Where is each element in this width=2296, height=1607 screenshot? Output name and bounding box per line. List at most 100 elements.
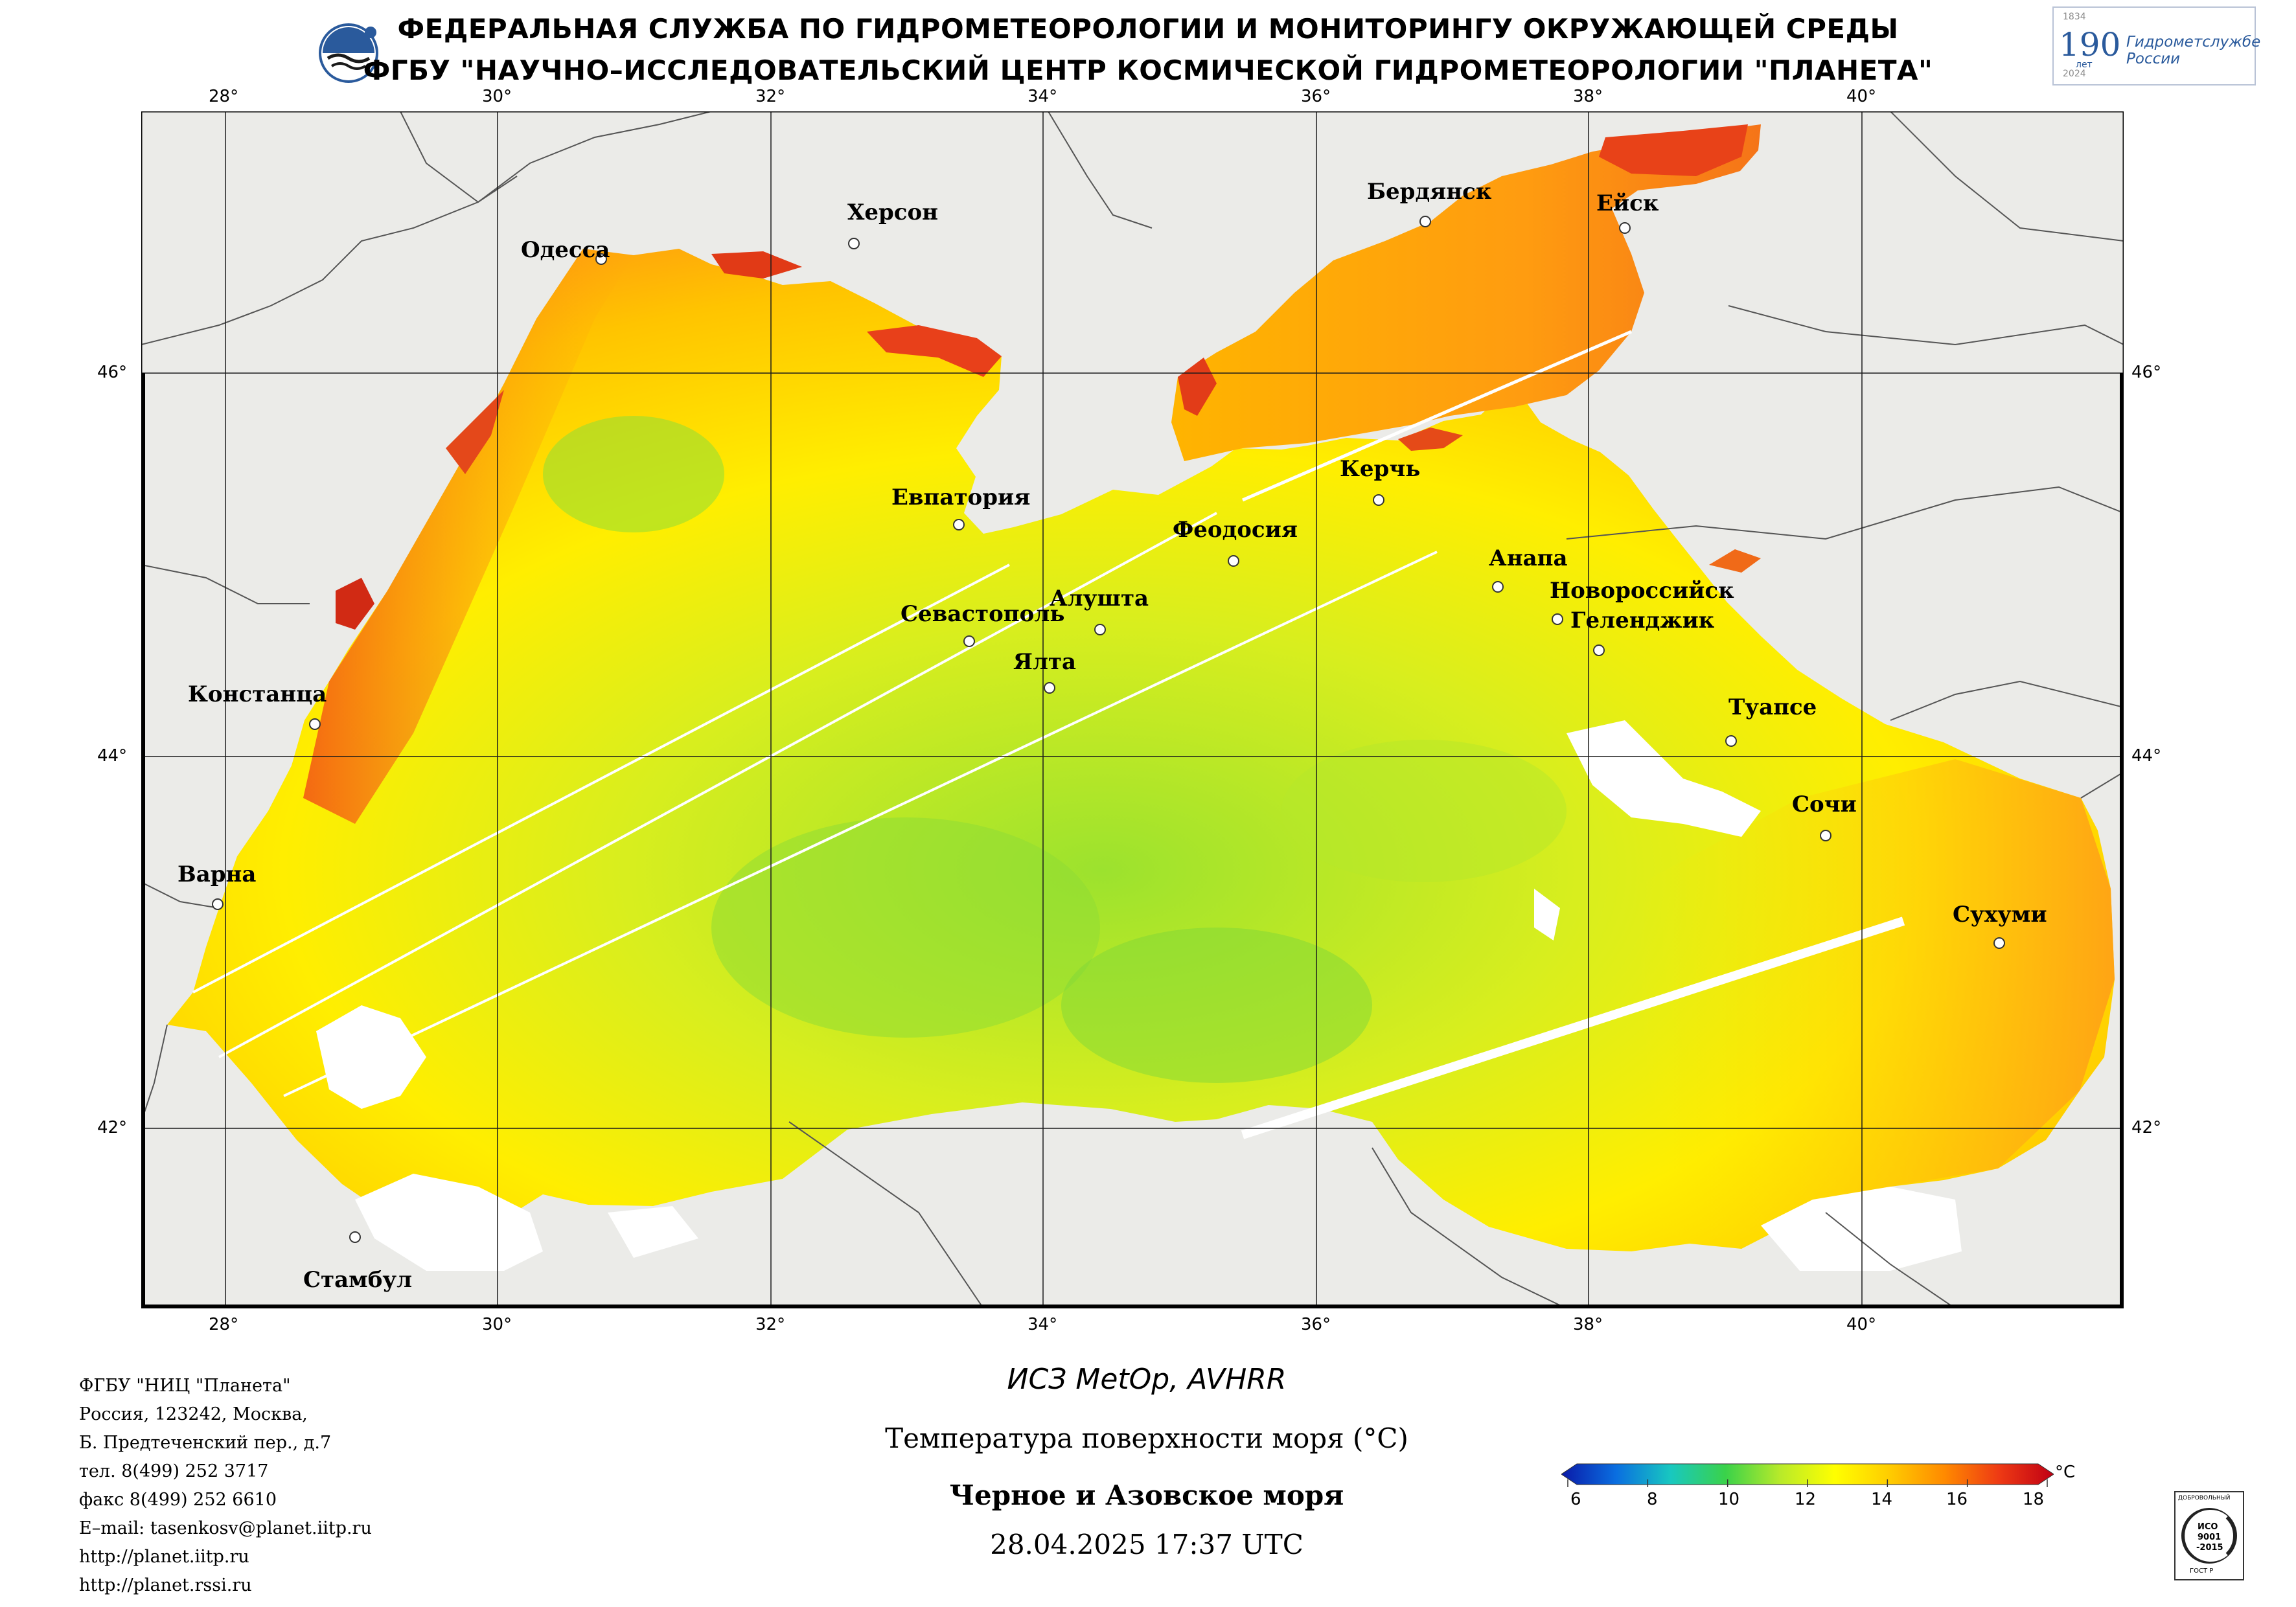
crimea-cool-patch — [543, 416, 724, 532]
graticule — [141, 111, 2124, 1308]
lon-label-top-32: 32° — [755, 87, 786, 106]
lon-label-bottom-32: 32° — [755, 1315, 786, 1334]
eastern-warm-basin — [1631, 759, 2115, 1244]
lon-label-bottom-30: 30° — [482, 1315, 512, 1334]
anniversary-unit: лет — [2076, 60, 2093, 70]
contact-phone: тел. 8(499) 252 3717 — [79, 1461, 269, 1481]
swath-gap-2 — [218, 512, 1217, 1058]
planeta-logo — [315, 19, 382, 87]
city-label-berdyansk: Бердянск — [1367, 179, 1492, 205]
lon-label-top-34: 34° — [1027, 87, 1058, 106]
city-label-yevpatoria: Евпатория — [891, 484, 1031, 510]
city-label-gelendzhik: Геленджик — [1570, 608, 1715, 633]
cloud-mask-east — [1567, 720, 1761, 837]
taganrog-bay-hot — [1599, 124, 1748, 176]
colorbar-tick-6: 6 — [1570, 1490, 1581, 1509]
lon-label-top-36: 36° — [1301, 87, 1331, 106]
south-cool-patch — [1061, 928, 1372, 1083]
iso-badge-label: ИСО — [2198, 1522, 2218, 1532]
header-line-1: ФЕДЕРАЛЬНАЯ СЛУЖБА ПО ГИДРОМЕТЕОРОЛОГИИ … — [397, 13, 1899, 45]
central-cool-patch — [711, 817, 1100, 1038]
lat-label-right-44: 44° — [2131, 746, 2162, 766]
city-label-anapa: Анапа — [1489, 545, 1568, 571]
cloud-mask-southeast — [1761, 1187, 1962, 1271]
city-label-novorossiysk: Новороссийск — [1550, 578, 1734, 604]
city-label-sevastopol: Севастополь — [901, 601, 1065, 627]
swath-gap-5 — [1241, 917, 1905, 1139]
contact-fax: факс 8(499) 252 6610 — [79, 1490, 277, 1510]
lon-label-bottom-40: 40° — [1846, 1315, 1877, 1334]
caption-satellite: ИСЗ MetOp, AVHRR — [1007, 1363, 1287, 1396]
contact-url-2[interactable]: http://planet.rssi.ru — [79, 1575, 252, 1595]
swath-gap-4 — [1242, 330, 1632, 502]
city-label-sochi: Сочи — [1792, 792, 1857, 817]
colorbar-unit: °C — [2055, 1463, 2076, 1482]
city-label-varna: Варна — [178, 861, 257, 887]
city-label-sukhumi: Сухуми — [1953, 902, 2047, 928]
iso-badge-year: -2015 — [2196, 1543, 2223, 1553]
cloud-mask-istanbul — [355, 1174, 543, 1271]
cloud-mask-east-2 — [1534, 889, 1560, 940]
lon-label-bottom-36: 36° — [1301, 1315, 1331, 1334]
swath-gap-1 — [192, 564, 1010, 994]
colorbar-tick-18: 18 — [2023, 1490, 2045, 1509]
contact-org: ФГБУ "НИЦ "Планета" — [79, 1376, 291, 1396]
colorbar-tick-16: 16 — [1946, 1490, 1968, 1509]
city-label-yalta: Ялта — [1013, 649, 1077, 675]
caption-datetime: 28.04.2025 17:37 UTC — [990, 1529, 1303, 1560]
lon-label-bottom-28: 28° — [209, 1315, 239, 1334]
contact-address-1: Россия, 123242, Москва, — [79, 1404, 308, 1424]
sst-map — [140, 110, 2125, 1310]
lon-label-top-28: 28° — [209, 87, 239, 106]
lat-label-right-46: 46° — [2131, 363, 2162, 382]
city-label-yeysk: Ейск — [1596, 190, 1659, 216]
mid-cool-patch — [1281, 740, 1567, 882]
anniversary-year-start: 1834 — [2063, 12, 2086, 22]
lat-label-left-46: 46° — [97, 363, 128, 382]
iso-certification-badge: ДОБРОВОЛЬНЫЙ ИСО 9001 -2015 ГОСТ Р — [2174, 1491, 2244, 1580]
lon-label-bottom-38: 38° — [1573, 1315, 1603, 1334]
city-label-tuapse: Туапсе — [1728, 694, 1817, 720]
map-frame-thick-left — [141, 373, 145, 1308]
city-label-alushta: Алушта — [1050, 586, 1149, 611]
city-label-istanbul: Стамбул — [303, 1267, 413, 1293]
kuban-lagoon-hot — [1709, 549, 1761, 573]
contact-url-1[interactable]: http://planet.iitp.ru — [79, 1547, 249, 1567]
lat-label-left-42: 42° — [97, 1118, 128, 1137]
swath-gap-3 — [283, 551, 1438, 1097]
city-label-kherson: Херсон — [847, 199, 939, 225]
caption-region: Черное и Азовское моря — [949, 1479, 1344, 1511]
dnieper-bug-liman-hot — [711, 251, 802, 279]
contact-address-2: Б. Предтеченский пер., д.7 — [79, 1433, 332, 1453]
colorbar-tick-10: 10 — [1718, 1490, 1740, 1509]
borders — [141, 111, 2124, 1309]
caption-parameter: Температура поверхности моря (°C) — [885, 1422, 1408, 1454]
colorbar-tick-12: 12 — [1795, 1490, 1817, 1509]
anniversary-badge: 1834 190 лет Гидрометслужбе России 2024 — [2052, 6, 2261, 85]
header-line-2: ФГБУ "НАУЧНО–ИССЛЕДОВАТЕЛЬСКИЙ ЦЕНТР КОС… — [363, 54, 1933, 86]
colorbar-tick-14: 14 — [1871, 1490, 1893, 1509]
colorbar-tick-8: 8 — [1647, 1490, 1658, 1509]
contact-info: ФГБУ "НИЦ "Планета" Россия, 123242, Моск… — [79, 1372, 372, 1600]
western-warm-shelf — [303, 249, 634, 824]
danube-delta-hot — [336, 578, 374, 630]
iso-badge-top: ДОБРОВОЛЬНЫЙ — [2178, 1495, 2231, 1501]
sivash-hot — [1178, 358, 1217, 416]
lon-label-top-38: 38° — [1573, 87, 1603, 106]
anniversary-text: Гидрометслужбе России — [2126, 34, 2261, 67]
city-markers — [212, 216, 2005, 1243]
contact-email[interactable]: E–mail: tasenkosv@planet.iitp.ru — [79, 1518, 372, 1538]
cloud-mask-southwest — [316, 1005, 426, 1109]
anniversary-number: 190 — [2059, 26, 2121, 63]
city-label-odessa: Одесса — [521, 237, 610, 263]
lat-label-right-42: 42° — [2131, 1118, 2162, 1137]
lat-label-left-44: 44° — [97, 746, 128, 766]
anniversary-year-end: 2024 — [2063, 69, 2086, 79]
map-frame-thick-bottom — [141, 1305, 2124, 1308]
iso-badge-bottom: ГОСТ Р — [2190, 1567, 2214, 1575]
lon-label-bottom-34: 34° — [1027, 1315, 1058, 1334]
kerch-strait-hot — [1398, 427, 1463, 451]
city-label-feodosia: Феодосия — [1173, 517, 1298, 543]
iso-badge-number: 9001 — [2198, 1533, 2221, 1542]
map-frame-thick-right — [2120, 373, 2124, 1308]
